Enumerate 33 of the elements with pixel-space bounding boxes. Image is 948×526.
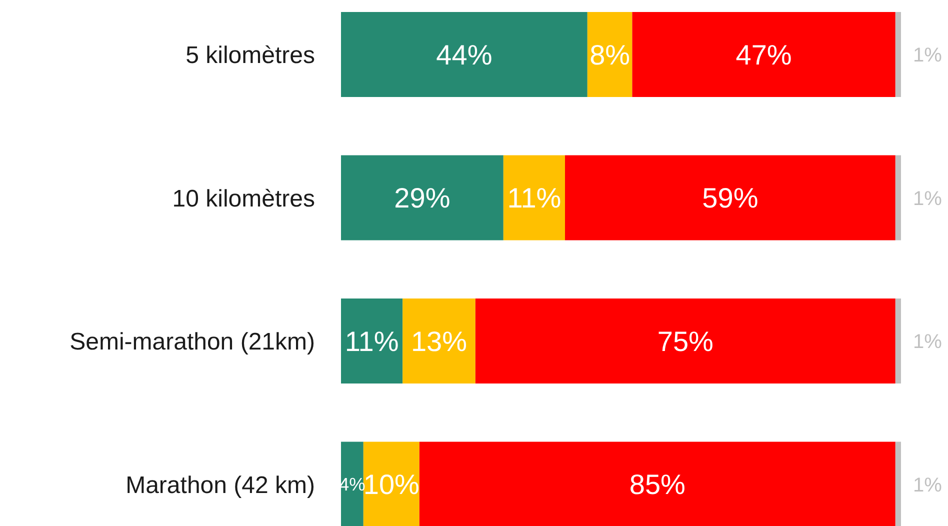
data-label: 11%	[344, 326, 399, 357]
bar	[632, 12, 896, 97]
data-label: 13%	[410, 326, 468, 357]
data-label: 75%	[657, 326, 714, 357]
data-label: 29%	[394, 182, 450, 214]
data-label: 1%	[913, 331, 942, 353]
data-label: 1%	[913, 474, 942, 496]
data-label: 85%	[629, 469, 686, 500]
data-label: 47%	[736, 39, 792, 70]
bar	[587, 12, 632, 97]
bar	[341, 155, 504, 240]
y-tick-label: 10 kilomètres	[172, 185, 315, 212]
bar	[895, 155, 901, 240]
data-label: 59%	[702, 182, 758, 214]
data-label: 1%	[913, 188, 942, 210]
bar	[565, 155, 896, 240]
bar	[475, 298, 896, 384]
bar	[341, 298, 403, 384]
data-label: 1%	[913, 44, 942, 66]
bar	[402, 298, 476, 384]
bar	[363, 442, 420, 526]
data-label: 8%	[590, 39, 630, 70]
y-tick-label: Semi-marathon (21km)	[70, 328, 315, 356]
bar	[895, 298, 901, 384]
bar	[419, 442, 896, 526]
bar	[895, 12, 901, 97]
bar	[503, 155, 565, 240]
y-tick-label: Marathon (42 km)	[126, 472, 315, 499]
bar	[341, 12, 588, 97]
data-label: 44%	[436, 39, 492, 70]
data-label: 11%	[507, 182, 562, 214]
y-tick-label: 5 kilomètres	[186, 42, 315, 70]
bar	[895, 442, 901, 526]
